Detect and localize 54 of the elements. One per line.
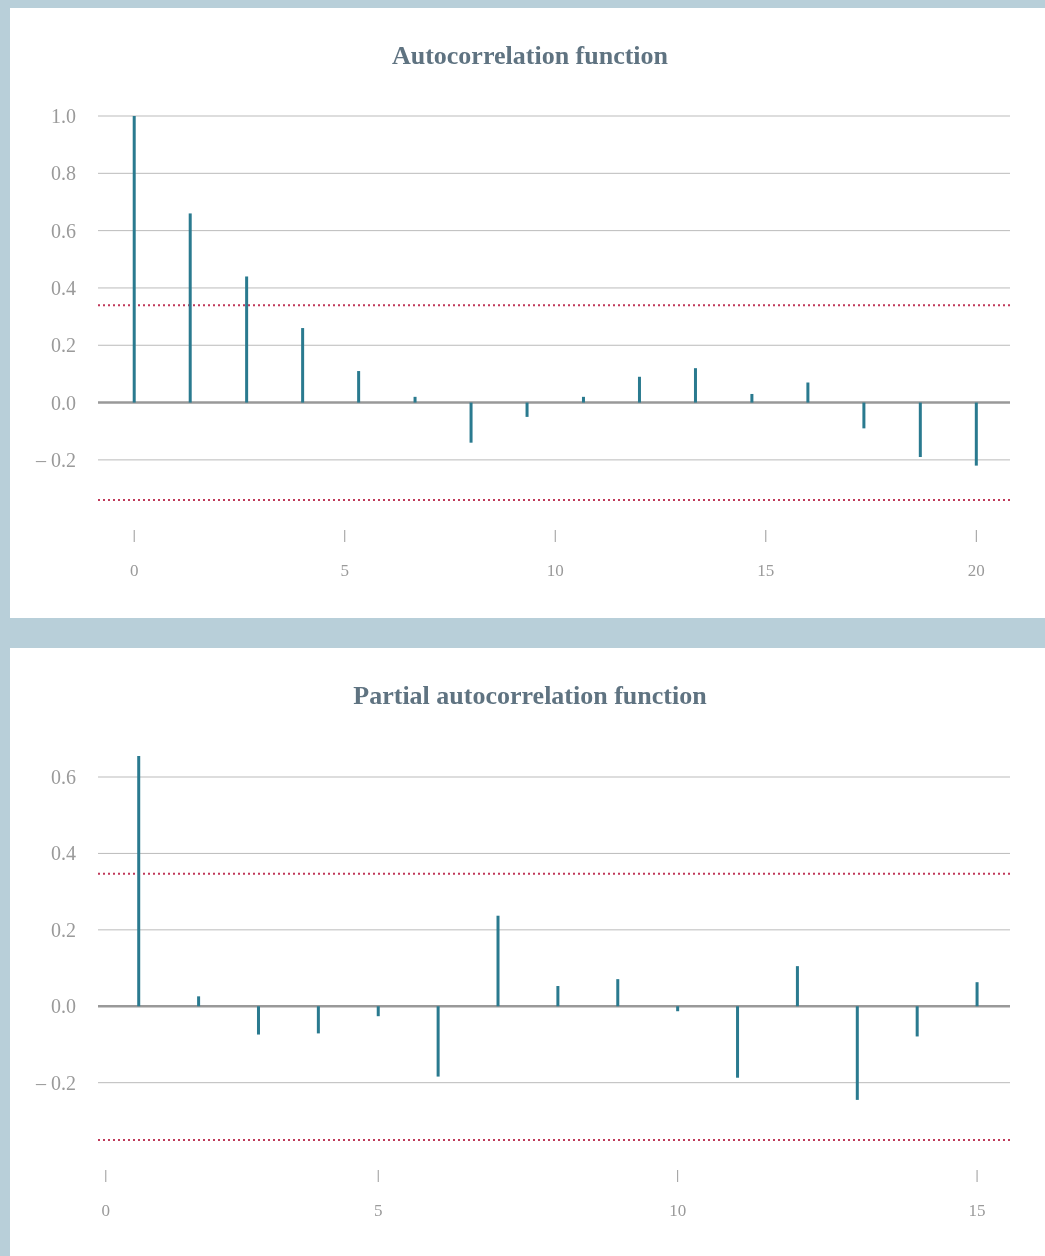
bar	[376, 1006, 380, 1017]
bar	[806, 382, 810, 403]
bar	[855, 1006, 859, 1100]
bar	[357, 371, 361, 403]
y-tick-label: 0.0	[51, 391, 76, 414]
y-tick-label: 0.0	[51, 995, 76, 1018]
chart-title: Partial autocorrelation function	[353, 681, 708, 710]
x-tick-label: 15	[968, 1201, 986, 1220]
bar	[137, 756, 141, 1007]
bar	[616, 979, 620, 1007]
bar	[316, 1006, 320, 1034]
x-tick-label: 5	[340, 561, 349, 580]
x-tick-label: 20	[967, 561, 985, 580]
bar	[197, 996, 201, 1007]
bar	[256, 1006, 260, 1035]
y-tick-label: 0.4	[51, 842, 76, 865]
bar	[413, 396, 417, 403]
y-tick-label: 0.2	[51, 334, 76, 357]
bar	[795, 966, 799, 1007]
bar	[496, 915, 500, 1007]
bar	[301, 328, 305, 403]
bar	[915, 1006, 919, 1037]
x-tick-label: 0	[129, 561, 139, 580]
bar	[750, 393, 754, 403]
x-tick-label: 15	[757, 561, 775, 580]
y-tick-label: – 0.2	[35, 1071, 76, 1094]
x-tick-label: 10	[546, 561, 564, 580]
bar	[862, 402, 866, 429]
bar	[188, 213, 192, 403]
y-tick-label: 0.4	[51, 276, 76, 299]
bar	[975, 982, 979, 1007]
bar	[918, 402, 922, 458]
bar	[245, 276, 249, 403]
x-tick-label: 5	[374, 1201, 383, 1220]
bar	[436, 1006, 440, 1077]
bar	[556, 986, 560, 1007]
bar	[736, 1006, 740, 1078]
y-tick-label: 1.0	[51, 105, 76, 127]
bar	[469, 402, 473, 443]
bar	[581, 396, 585, 403]
bar	[637, 376, 641, 403]
bar	[132, 116, 136, 403]
y-tick-label: 0.6	[51, 766, 76, 789]
y-tick-label: 0.6	[51, 219, 76, 242]
bar	[974, 402, 978, 466]
x-tick-label: 10	[669, 1201, 687, 1220]
y-tick-label: 0.2	[51, 918, 76, 941]
y-tick-label: – 0.2	[35, 448, 76, 471]
y-tick-label: 0.8	[51, 162, 76, 185]
bar	[693, 368, 697, 403]
chart-title: Autocorrelation function	[391, 41, 669, 70]
x-tick-label: 0	[101, 1201, 111, 1220]
bar	[676, 1006, 680, 1012]
bar	[525, 402, 529, 417]
